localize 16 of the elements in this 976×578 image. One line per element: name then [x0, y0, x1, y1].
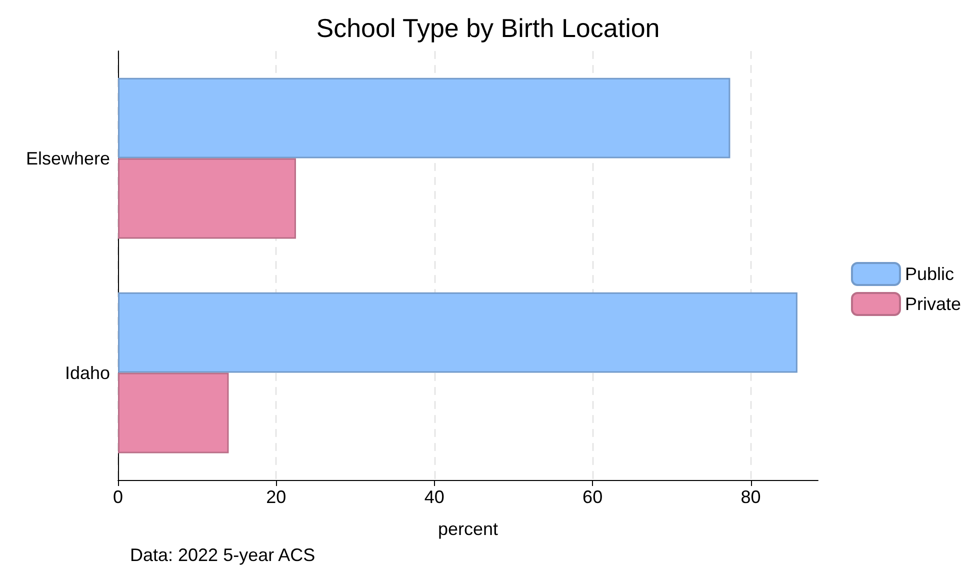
- chart-title: School Type by Birth Location: [316, 13, 660, 43]
- x-tick-label: 80: [740, 487, 761, 507]
- bar: [118, 158, 296, 239]
- bar: [118, 78, 730, 158]
- bar: [118, 372, 229, 454]
- y-tick-label: Elsewhere: [26, 148, 110, 168]
- legend-label: Private: [904, 294, 962, 314]
- bar: [118, 292, 798, 373]
- x-tick-label: 20: [266, 487, 286, 507]
- y-tick-label: Idaho: [64, 362, 110, 383]
- x-tick-label: 0: [112, 487, 124, 507]
- legend-label: Public: [904, 264, 954, 284]
- text: Data: 2022 5-year ACS: [130, 545, 316, 565]
- x-tick-label: 60: [582, 487, 603, 507]
- x-axis-title: percent: [438, 519, 498, 539]
- x-tick-label: 40: [424, 487, 444, 507]
